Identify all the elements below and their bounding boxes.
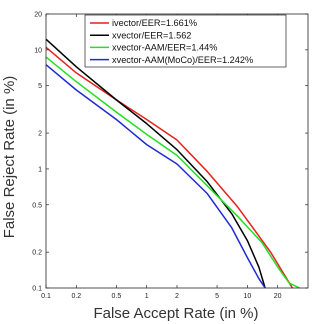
y-tick-label: 10: [34, 47, 42, 54]
legend-label-1: ivector/EER=1.661%: [112, 18, 197, 28]
series-line-3: [45, 56, 300, 289]
legend-label-4: xvector-AAM(MoCo)/EER=1.242%: [112, 55, 253, 65]
x-axis-title: False Accept Rate (in %): [93, 305, 258, 322]
x-tick-label: 0.2: [71, 293, 81, 300]
x-tick-label: 10: [243, 293, 251, 300]
y-tick-label: 0.1: [32, 286, 42, 293]
y-tick-label: 20: [34, 12, 42, 19]
x-tick-label: 5: [215, 293, 219, 300]
legend: ivector/EER=1.661% xvector/EER=1.562 xvect…: [84, 14, 287, 68]
x-tick-label: 2: [175, 293, 179, 300]
y-tick-label: 0.5: [32, 202, 42, 209]
x-tick-label: 0.5: [112, 293, 122, 300]
y-tick-label: 0.2: [32, 250, 42, 257]
x-tick-label: 1: [145, 293, 149, 300]
y-axis-title: False Reject Rate (in %): [1, 76, 18, 239]
series-line-4: [45, 64, 266, 289]
x-tick-label: 0.1: [41, 293, 51, 300]
y-tick-label: 5: [38, 83, 42, 90]
series-layer: [45, 38, 300, 289]
series-line-1: [45, 46, 294, 289]
legend-box: [84, 14, 287, 68]
axes-layer: 0.1 0.2 0.5 1 2 5 10 20 0.1 0.2 0.5 1 2 5 10 20: [32, 12, 309, 300]
y-tick-label: 1: [38, 166, 42, 173]
x-tick-label: 20: [274, 293, 282, 300]
series-line-2: [45, 38, 266, 289]
y-tick-label: 2: [38, 131, 42, 138]
legend-label-3: xvector-AAM/EER=1.44%: [112, 43, 217, 53]
legend-label-2: xvector/EER=1.562: [112, 30, 191, 40]
